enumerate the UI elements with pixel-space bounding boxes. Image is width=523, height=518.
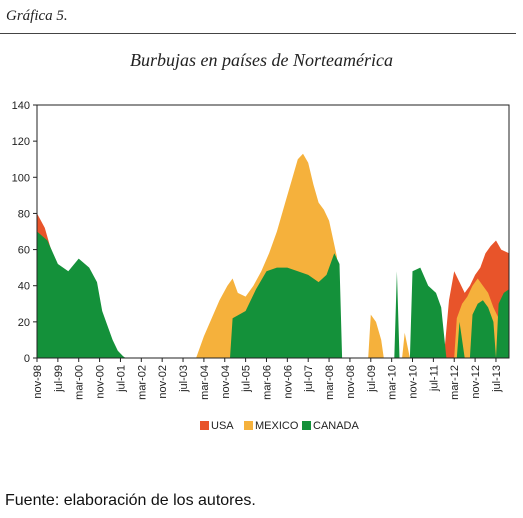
x-tick-label: jul-07 (303, 365, 315, 393)
header-rule (0, 33, 516, 34)
x-tick-label: nov-04 (220, 365, 232, 399)
x-tick-label: jul-01 (115, 365, 127, 393)
x-tick-label: nov-06 (282, 365, 294, 399)
y-tick-label: 140 (12, 100, 30, 112)
legend: USA MEXICO CANADA (200, 420, 360, 432)
y-tick-label: 40 (18, 281, 30, 293)
y-axis: 0 20 40 60 80 100 120 140 (12, 100, 37, 365)
x-axis: nov-98 jul-99 mar-00 nov-00 jul-01 mar-02 nov-… (32, 358, 503, 400)
legend-swatch-usa (200, 421, 209, 430)
x-tick-label: nov-98 (32, 365, 44, 399)
x-tick-label: nov-02 (157, 365, 169, 399)
series-area-canada (37, 231, 509, 358)
legend-swatch-canada (302, 421, 311, 430)
y-tick-label: 0 (24, 353, 30, 365)
x-tick-label: mar-06 (261, 365, 273, 400)
legend-label-usa: USA (211, 420, 234, 432)
source-note: Fuente: elaboración de los autores. (5, 492, 256, 509)
legend-label-canada: CANADA (313, 420, 360, 432)
figure-label: Gráfica 5. (6, 8, 68, 24)
legend-label-mexico: MEXICO (255, 420, 299, 432)
y-tick-label: 60 (18, 245, 30, 257)
x-tick-label: jul-09 (366, 365, 378, 393)
plot-areas (37, 153, 509, 358)
x-tick-label: mar-04 (199, 365, 211, 400)
x-tick-label: nov-08 (345, 365, 357, 399)
x-tick-label: mar-12 (449, 365, 461, 400)
y-tick-label: 120 (12, 136, 30, 148)
plot-frame (36, 104, 510, 359)
x-tick-label: mar-00 (74, 365, 86, 400)
chart-title: Burbujas en países de Norteamérica (130, 50, 393, 70)
x-tick-label: nov-12 (470, 365, 482, 399)
legend-swatch-mexico (244, 421, 253, 430)
x-tick-label: nov-00 (95, 365, 107, 399)
y-tick-label: 100 (12, 172, 30, 184)
x-tick-label: jul-03 (178, 365, 190, 393)
x-tick-label: mar-08 (324, 365, 336, 400)
x-tick-label: jul-11 (428, 365, 440, 392)
x-tick-label: jul-99 (53, 365, 65, 393)
x-tick-label: mar-10 (387, 365, 399, 400)
y-tick-label: 80 (18, 208, 30, 220)
y-tick-label: 20 (18, 317, 30, 329)
x-tick-label: mar-02 (136, 365, 148, 400)
x-tick-label: jul-05 (241, 365, 253, 393)
x-tick-label: nov-10 (408, 365, 420, 399)
x-tick-label: jul-13 (491, 365, 503, 393)
